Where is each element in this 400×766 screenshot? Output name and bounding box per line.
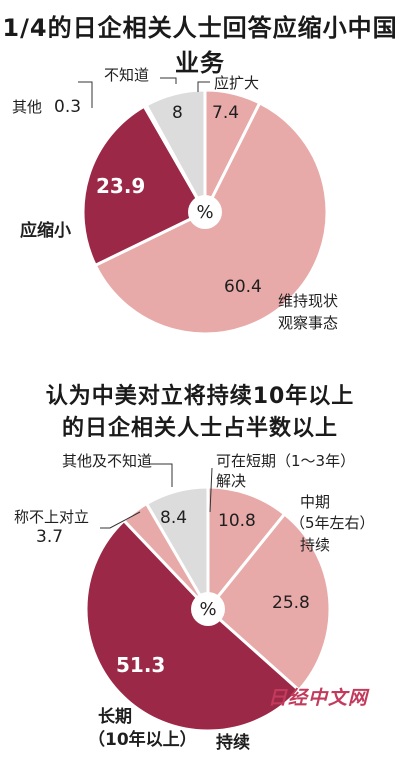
pie2-label-not-conflict: 称不上对立 — [14, 508, 89, 526]
pie2-label-short-line1: 可在短期（1～3年） — [216, 452, 355, 470]
pie2-value-long: 51.3 — [116, 653, 165, 677]
pie1-slice-4 — [144, 88, 207, 213]
pie2-value-mid: 25.8 — [272, 593, 310, 613]
watermark: 日经中文网 — [268, 687, 369, 709]
pie2-label-long-line3: 持续 — [216, 732, 250, 753]
pie1-value-maintain: 60.4 — [224, 277, 262, 297]
pie2-label-mid-line1: 中期 — [300, 493, 330, 511]
pie1-value-other: 0.3 — [54, 97, 81, 117]
pie2-value-not-conflict: 3.7 — [36, 527, 63, 547]
pie1-center-percent: % — [196, 202, 213, 223]
pie1-value-expand: 7.4 — [212, 103, 239, 123]
pie1-label-shrink: 应缩小 — [20, 220, 71, 241]
pie1-value-unknown: 8 — [172, 103, 183, 123]
pie2-slice-2 — [84, 518, 302, 733]
pie2-center-hole — [191, 592, 225, 626]
pie-chart-2: % — [84, 485, 332, 733]
pie1-label-maintain-line2: 观察事态 — [278, 314, 338, 332]
pie-chart-1: % — [81, 88, 329, 336]
pie2-value-short: 10.8 — [218, 511, 256, 531]
pie2-label-short-line2: 解决 — [216, 472, 246, 490]
pie1-label-unknown: 不知道 — [104, 66, 149, 84]
pie2-label-mid-line2: （5年左右） — [290, 514, 375, 532]
pie2-value-other-unknown: 8.4 — [160, 508, 187, 528]
chart2-title-line2: 的日企相关人士占半数以上 — [61, 416, 338, 441]
pie2-center-percent: % — [199, 599, 216, 620]
pie1-label-maintain-line1: 维持现状 — [278, 292, 338, 310]
pie1-center-hole — [188, 195, 222, 229]
pie2-label-long-line1: 长期 — [98, 706, 132, 727]
pie1-label-expand: 应扩大 — [214, 74, 259, 92]
pie1-label-other: 其他 — [12, 98, 42, 116]
pie2-leader-lines — [100, 463, 213, 529]
chart1-title: 1/4的日企相关人士回答应缩小中国业务 — [2, 14, 398, 77]
pie2-label-other-unknown: 其他及不知道 — [62, 452, 152, 470]
pie1-leader-lines — [78, 77, 210, 108]
pie1-value-shrink: 23.9 — [96, 174, 145, 198]
pie2-slice-4 — [144, 485, 210, 615]
pie2-label-mid-line3: 持续 — [300, 536, 330, 554]
pie2-label-long-line2: （10年以上） — [88, 729, 197, 750]
pie2-slice-0 — [206, 485, 287, 614]
pie2-slice-1 — [205, 511, 332, 693]
pie1-slice-2 — [81, 104, 208, 268]
chart2-title-line1: 认为中美对立将持续10年以上 — [45, 384, 355, 409]
